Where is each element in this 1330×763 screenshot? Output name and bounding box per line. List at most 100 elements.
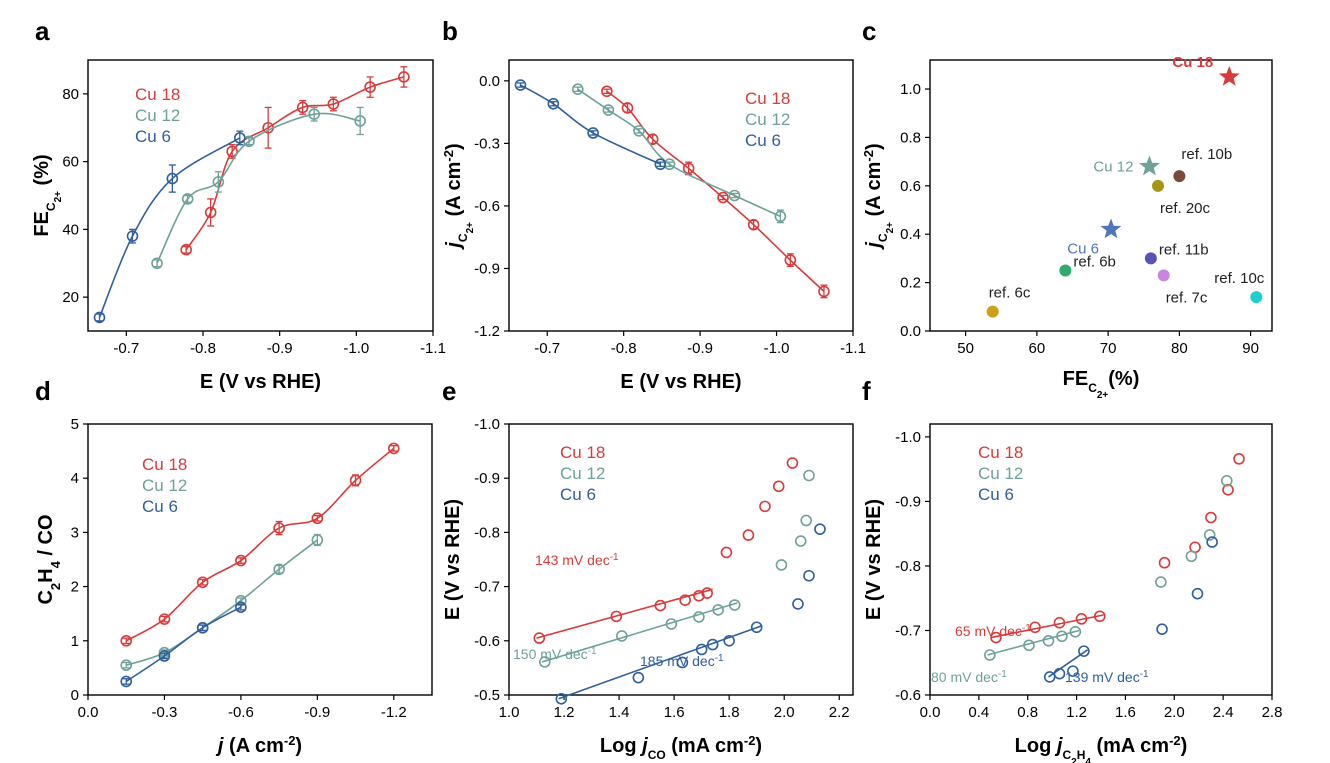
x-tick-label: 70 bbox=[1100, 340, 1117, 357]
y-axis-title: jC2+ (A cm-2) bbox=[861, 143, 896, 250]
plot-frame bbox=[508, 423, 854, 696]
data-point bbox=[158, 613, 171, 625]
label-part: 139 mV dec bbox=[1065, 669, 1140, 685]
legend-item: Cu 18 bbox=[135, 85, 180, 104]
plot-frame bbox=[87, 423, 433, 696]
x-tick-label: -1.1 bbox=[420, 340, 446, 357]
x-tick-label: -0.9 bbox=[304, 704, 330, 721]
label-part: 80 mV dec bbox=[931, 669, 998, 685]
data-point bbox=[759, 500, 771, 513]
data-point bbox=[775, 559, 788, 571]
plot-frame bbox=[929, 59, 1273, 332]
legend-item: Cu 18 bbox=[142, 455, 187, 474]
x-tick-label: -1.2 bbox=[381, 704, 407, 721]
label-part: H bbox=[35, 568, 57, 582]
data-point bbox=[786, 457, 799, 469]
series-line bbox=[98, 137, 241, 318]
panel-d: d 0.0 -0.3 -0.6 -0.9 -1.2 0 1 2 3 4 5 Cu 18 Cu 12 Cu 6… bbox=[35, 376, 433, 757]
series-line bbox=[577, 88, 781, 218]
data-point-star bbox=[1100, 218, 1122, 239]
data-point bbox=[296, 101, 309, 114]
label-part: E (V vs RHE) bbox=[200, 371, 321, 393]
data-point bbox=[1191, 587, 1204, 600]
data-point bbox=[196, 621, 209, 634]
x-tick-label: -1.0 bbox=[343, 340, 369, 357]
data-point bbox=[158, 650, 171, 662]
legend-item: Cu 6 bbox=[142, 497, 178, 516]
point-label: Cu 6 bbox=[1067, 240, 1099, 257]
data-point bbox=[587, 127, 599, 139]
fit-line bbox=[558, 624, 763, 700]
y-tick-label: -0.7 bbox=[895, 622, 921, 639]
label-part: ) bbox=[295, 735, 302, 757]
data-point bbox=[311, 512, 324, 525]
label-part: (%) bbox=[1108, 368, 1139, 390]
label-part: -1 bbox=[610, 552, 619, 563]
x-tick-label: -1.0 bbox=[764, 340, 790, 357]
data-point bbox=[693, 611, 705, 623]
legend-item: Cu 6 bbox=[560, 485, 596, 504]
label-part: -2 bbox=[441, 150, 456, 162]
label-part: -1 bbox=[1140, 669, 1149, 680]
data-point bbox=[695, 643, 708, 656]
y-tick-label: 4 bbox=[71, 470, 79, 487]
y-tick-label: 0 bbox=[71, 687, 79, 704]
y-tick-label: -1.0 bbox=[895, 429, 921, 446]
y-tick-label: -0.8 bbox=[474, 524, 500, 541]
data-point bbox=[646, 133, 659, 146]
data-point bbox=[308, 108, 320, 120]
point-label: ref. 6b bbox=[1073, 254, 1116, 271]
data-point bbox=[633, 125, 645, 137]
panel-label: d bbox=[35, 376, 51, 406]
data-point bbox=[1023, 639, 1035, 652]
label-part: 4 bbox=[48, 560, 63, 568]
y-tick-label: 80 bbox=[62, 86, 79, 103]
point-label: ref. 10c bbox=[1214, 270, 1265, 287]
y-tick-label: -0.6 bbox=[474, 198, 500, 215]
slope-label: 139 mV dec-1 bbox=[1065, 669, 1149, 686]
label-part: (A cm bbox=[863, 162, 885, 217]
data-point bbox=[120, 675, 133, 688]
y-tick-label: 0.6 bbox=[900, 178, 921, 195]
data-point bbox=[1078, 645, 1090, 657]
data-point bbox=[196, 576, 209, 589]
data-point bbox=[1206, 536, 1218, 548]
data-point bbox=[120, 634, 133, 647]
slope-label: 143 mV dec-1 bbox=[535, 552, 619, 569]
panel-label: a bbox=[35, 16, 50, 46]
label-part: E (V vs RHE) bbox=[620, 371, 741, 393]
data-point bbox=[720, 546, 733, 559]
label-part: Log bbox=[1015, 735, 1057, 757]
x-tick-label: -0.3 bbox=[152, 704, 178, 721]
y-axis-title: FEC2+ (%) bbox=[31, 154, 64, 236]
y-tick-label: -0.9 bbox=[474, 260, 500, 277]
y-tick-label: -0.3 bbox=[474, 135, 500, 152]
label-part: C bbox=[876, 233, 890, 242]
label-part: -2 bbox=[284, 733, 296, 748]
slope-label: 65 mV dec-1 bbox=[955, 623, 1031, 640]
label-part: FE bbox=[1063, 368, 1089, 390]
data-point bbox=[120, 659, 133, 671]
y-tick-label: -0.6 bbox=[895, 687, 921, 704]
y-axis-title: C2H4 / CO bbox=[35, 514, 63, 604]
data-point bbox=[706, 638, 719, 651]
data-point bbox=[181, 193, 194, 205]
y-tick-label: -0.9 bbox=[474, 470, 500, 487]
data-point bbox=[1042, 634, 1055, 647]
data-point bbox=[1053, 667, 1066, 680]
label-part: -1 bbox=[1022, 623, 1031, 634]
data-point bbox=[742, 529, 755, 541]
data-point bbox=[538, 656, 551, 668]
data-point bbox=[774, 210, 787, 223]
label-part: 65 mV dec bbox=[955, 623, 1022, 639]
x-tick-label: -0.9 bbox=[687, 340, 713, 357]
label-part: C bbox=[44, 202, 58, 211]
x-tick-label: 2.4 bbox=[1213, 704, 1234, 721]
label-part: j bbox=[443, 242, 465, 251]
series-line bbox=[156, 112, 361, 264]
data-point bbox=[794, 535, 807, 547]
x-tick-label: -0.6 bbox=[228, 704, 254, 721]
x-tick-label: -1.1 bbox=[840, 340, 866, 357]
data-point bbox=[621, 102, 634, 114]
label-part: j bbox=[1054, 735, 1063, 757]
